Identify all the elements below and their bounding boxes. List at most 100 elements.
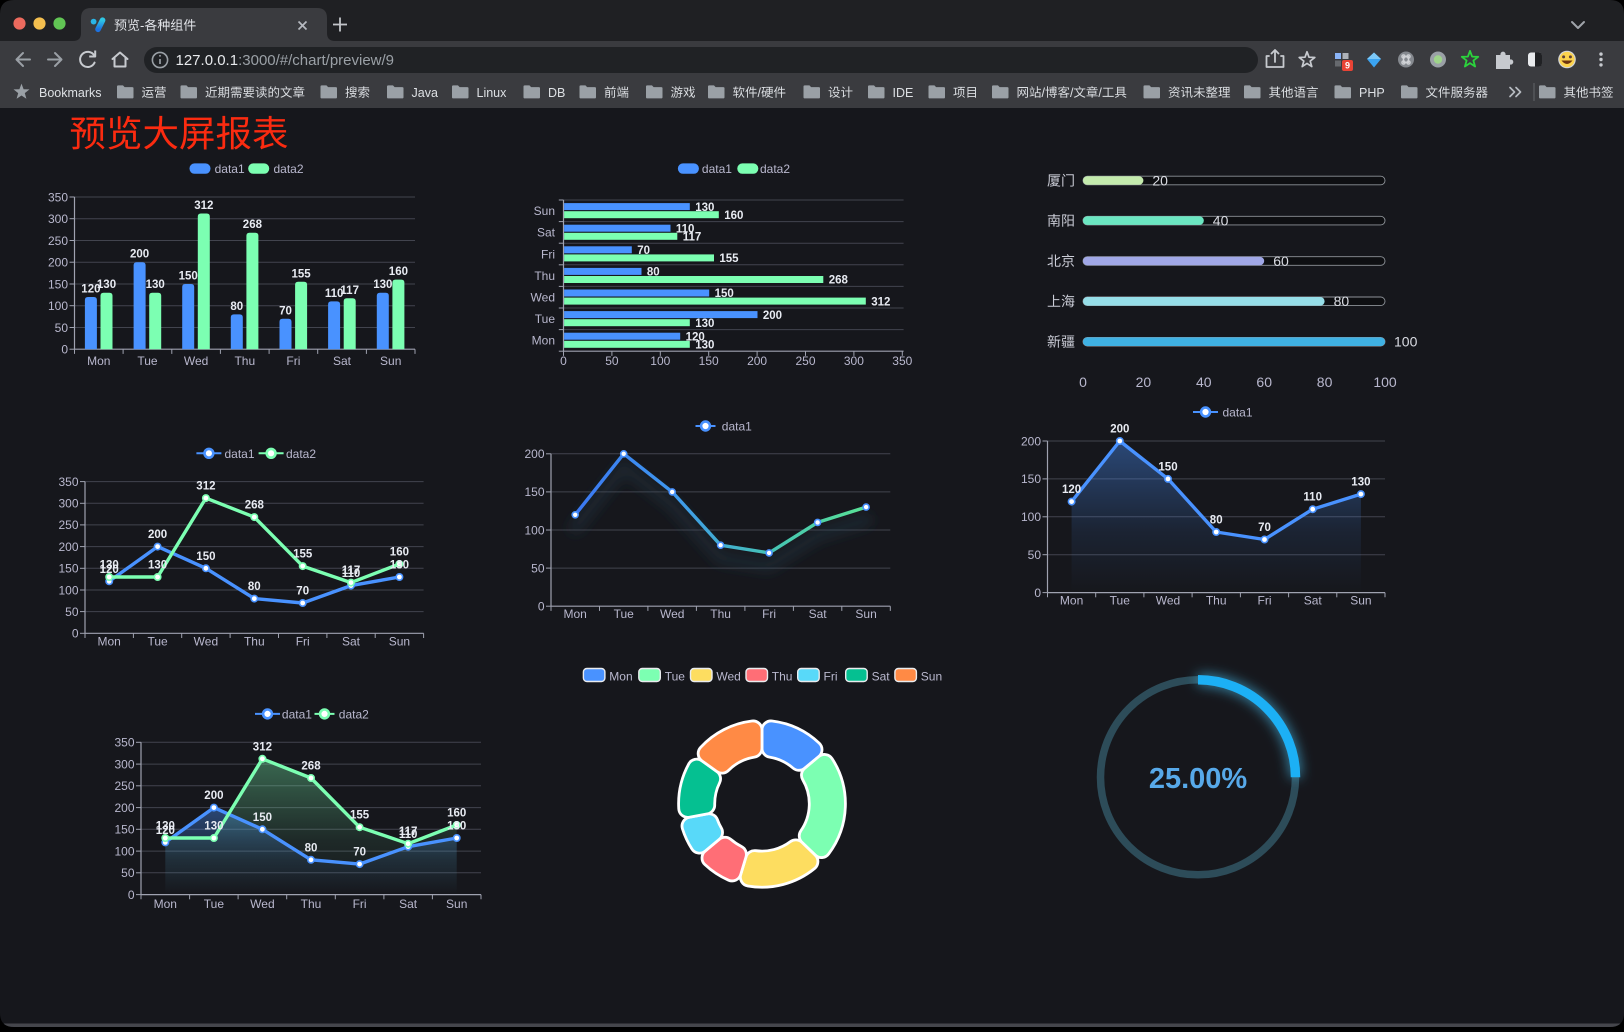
svg-text:250: 250 <box>114 779 134 793</box>
svg-text:Mon: Mon <box>532 334 555 348</box>
svg-text:0: 0 <box>72 627 79 641</box>
svg-text:120: 120 <box>1062 484 1081 496</box>
svg-text:80: 80 <box>647 267 660 279</box>
svg-text:160: 160 <box>447 808 466 820</box>
svg-text:70: 70 <box>637 245 650 257</box>
svg-text:312: 312 <box>871 296 890 308</box>
svg-text:350: 350 <box>114 736 134 750</box>
svg-text:Mon: Mon <box>154 897 177 911</box>
svg-text:350: 350 <box>892 354 912 368</box>
svg-text::3000/#/chart/preview/9: :3000/#/chart/preview/9 <box>238 52 394 69</box>
svg-text:200: 200 <box>763 310 782 322</box>
svg-text:50: 50 <box>65 605 79 619</box>
svg-text:0: 0 <box>61 343 68 357</box>
svg-text:50: 50 <box>1028 548 1042 562</box>
svg-text:268: 268 <box>301 761 321 773</box>
svg-text:Thu: Thu <box>301 897 322 911</box>
svg-text:0: 0 <box>1034 586 1041 600</box>
svg-text:80: 80 <box>1317 374 1333 390</box>
svg-text:25.00%: 25.00% <box>1149 763 1248 795</box>
svg-text:data2: data2 <box>274 162 304 176</box>
svg-text:100: 100 <box>1021 510 1041 524</box>
svg-text:200: 200 <box>148 529 167 541</box>
svg-text:Thu: Thu <box>710 607 731 621</box>
svg-text:0: 0 <box>538 600 545 614</box>
svg-text:70: 70 <box>353 847 366 859</box>
svg-text:350: 350 <box>58 475 78 489</box>
svg-text:Thu: Thu <box>772 669 793 683</box>
svg-text:268: 268 <box>245 500 265 512</box>
svg-text:Sat: Sat <box>333 354 352 368</box>
svg-text:Sun: Sun <box>446 897 467 911</box>
svg-text:130: 130 <box>447 821 466 833</box>
svg-text:250: 250 <box>48 234 68 248</box>
svg-text:Wed: Wed <box>184 354 208 368</box>
svg-text:200: 200 <box>1021 434 1041 448</box>
svg-text:50: 50 <box>605 354 619 368</box>
svg-text:130: 130 <box>373 279 392 291</box>
svg-text:Fri: Fri <box>762 607 776 621</box>
svg-text:100: 100 <box>650 354 670 368</box>
svg-text:110: 110 <box>676 223 695 235</box>
svg-text:data1: data1 <box>722 420 752 434</box>
svg-text:Wed: Wed <box>1156 594 1180 608</box>
svg-text:Mon: Mon <box>609 669 632 683</box>
svg-text:Tue: Tue <box>535 312 556 326</box>
svg-text:Linux: Linux <box>477 86 508 100</box>
svg-text:300: 300 <box>48 212 68 226</box>
svg-text:50: 50 <box>121 866 135 880</box>
svg-text:Fri: Fri <box>824 669 838 683</box>
svg-text:Fri: Fri <box>541 247 555 261</box>
svg-text:IDE: IDE <box>893 86 914 100</box>
svg-text:150: 150 <box>699 354 719 368</box>
svg-text:data2: data2 <box>339 708 369 722</box>
svg-text:200: 200 <box>130 249 149 261</box>
svg-text:50: 50 <box>55 321 69 335</box>
svg-text:Thu: Thu <box>244 635 265 649</box>
svg-text:80: 80 <box>1334 293 1350 309</box>
svg-text:130: 130 <box>390 560 409 572</box>
svg-text:/: / <box>1098 86 1102 100</box>
svg-text:Sat: Sat <box>872 669 891 683</box>
svg-text:200: 200 <box>1110 424 1129 436</box>
svg-text:312: 312 <box>253 741 272 753</box>
svg-text:Wed: Wed <box>531 291 555 305</box>
svg-text:/: / <box>1070 86 1074 100</box>
svg-text:130: 130 <box>148 560 167 572</box>
svg-text:Tue: Tue <box>1110 594 1131 608</box>
svg-text:70: 70 <box>279 305 292 317</box>
svg-text:250: 250 <box>58 518 78 532</box>
svg-text:120: 120 <box>81 284 100 296</box>
svg-text:150: 150 <box>1158 461 1177 473</box>
svg-text:150: 150 <box>715 288 734 300</box>
svg-text:Mon: Mon <box>87 354 110 368</box>
svg-text:155: 155 <box>350 810 370 822</box>
svg-text:150: 150 <box>58 562 78 576</box>
svg-text:130: 130 <box>204 821 223 833</box>
svg-text:300: 300 <box>844 354 864 368</box>
svg-text:80: 80 <box>1210 515 1223 527</box>
svg-text:data1: data1 <box>1223 406 1253 420</box>
svg-text:Sat: Sat <box>809 607 828 621</box>
svg-text:Wed: Wed <box>194 635 218 649</box>
svg-text:60: 60 <box>1256 374 1272 390</box>
svg-text:100: 100 <box>48 299 68 313</box>
svg-text:120: 120 <box>100 564 119 576</box>
svg-text:Fri: Fri <box>286 354 300 368</box>
svg-text:130: 130 <box>97 279 116 291</box>
svg-text:155: 155 <box>292 268 312 280</box>
svg-text:data2: data2 <box>760 162 790 176</box>
svg-text:117: 117 <box>340 285 359 297</box>
svg-text:Sun: Sun <box>380 354 401 368</box>
svg-text:70: 70 <box>1258 522 1271 534</box>
svg-text:0: 0 <box>128 888 135 902</box>
svg-text:0: 0 <box>1079 374 1087 390</box>
svg-text:150: 150 <box>1021 472 1041 486</box>
svg-text:Java: Java <box>412 86 438 100</box>
svg-text:160: 160 <box>390 547 409 559</box>
svg-text:130: 130 <box>695 340 714 352</box>
svg-text:268: 268 <box>243 219 263 231</box>
svg-text:300: 300 <box>114 757 134 771</box>
svg-text:155: 155 <box>293 549 313 561</box>
svg-text:Wed: Wed <box>716 669 740 683</box>
